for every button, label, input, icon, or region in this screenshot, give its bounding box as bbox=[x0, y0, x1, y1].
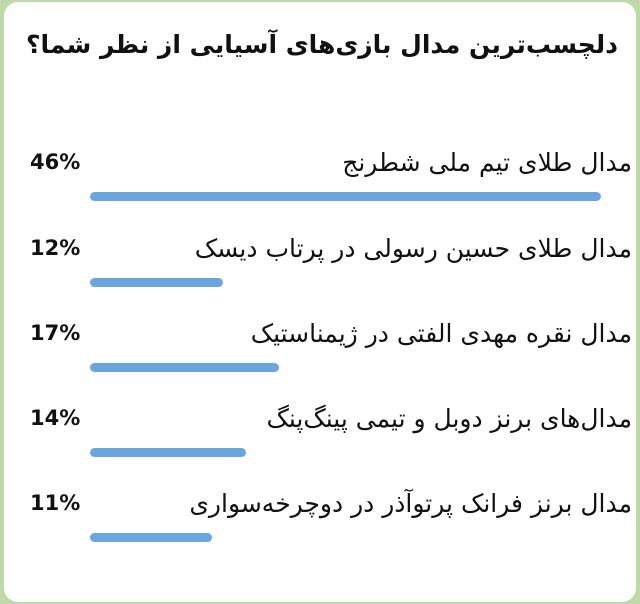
poll-result-bar bbox=[90, 278, 223, 287]
poll-option-label: مدال برنز فرانک پرتوآذر در دوچرخه‌سواری bbox=[189, 489, 632, 518]
poll-option[interactable]: مدال‌های برنز دوبل و تیمی پینگ‌پنگ 14% bbox=[4, 404, 636, 474]
poll-card: دلچسب‌ترین مدال بازی‌های آسیایی از نظر ش… bbox=[4, 2, 636, 602]
poll-option-percent: 17% bbox=[30, 321, 81, 345]
poll-option[interactable]: مدال برنز فرانک پرتوآذر در دوچرخه‌سواری … bbox=[4, 489, 636, 559]
poll-question: دلچسب‌ترین مدال بازی‌های آسیایی از نظر ش… bbox=[26, 30, 618, 59]
poll-option-percent: 11% bbox=[30, 491, 81, 515]
poll-option-percent: 12% bbox=[30, 236, 81, 260]
poll-option-percent: 14% bbox=[30, 406, 81, 430]
poll-option[interactable]: مدال نقره مهدی الفتی در ژیمناستیک 17% bbox=[4, 319, 636, 389]
poll-result-bar bbox=[90, 363, 279, 372]
poll-result-bar bbox=[90, 533, 212, 542]
poll-option[interactable]: مدال طلای تیم ملی شطرنج 46% bbox=[4, 148, 636, 218]
poll-option-percent: 46% bbox=[30, 150, 81, 174]
poll-option-label: مدال طلای حسین رسولی در پرتاب دیسک bbox=[194, 234, 632, 263]
poll-option-label: مدال طلای تیم ملی شطرنج bbox=[342, 148, 632, 177]
poll-option[interactable]: مدال طلای حسین رسولی در پرتاب دیسک 12% bbox=[4, 234, 636, 304]
poll-result-bar bbox=[90, 192, 601, 201]
poll-option-label: مدال نقره مهدی الفتی در ژیمناستیک bbox=[250, 319, 632, 348]
poll-option-label: مدال‌های برنز دوبل و تیمی پینگ‌پنگ bbox=[266, 404, 633, 433]
poll-result-bar bbox=[90, 448, 246, 457]
